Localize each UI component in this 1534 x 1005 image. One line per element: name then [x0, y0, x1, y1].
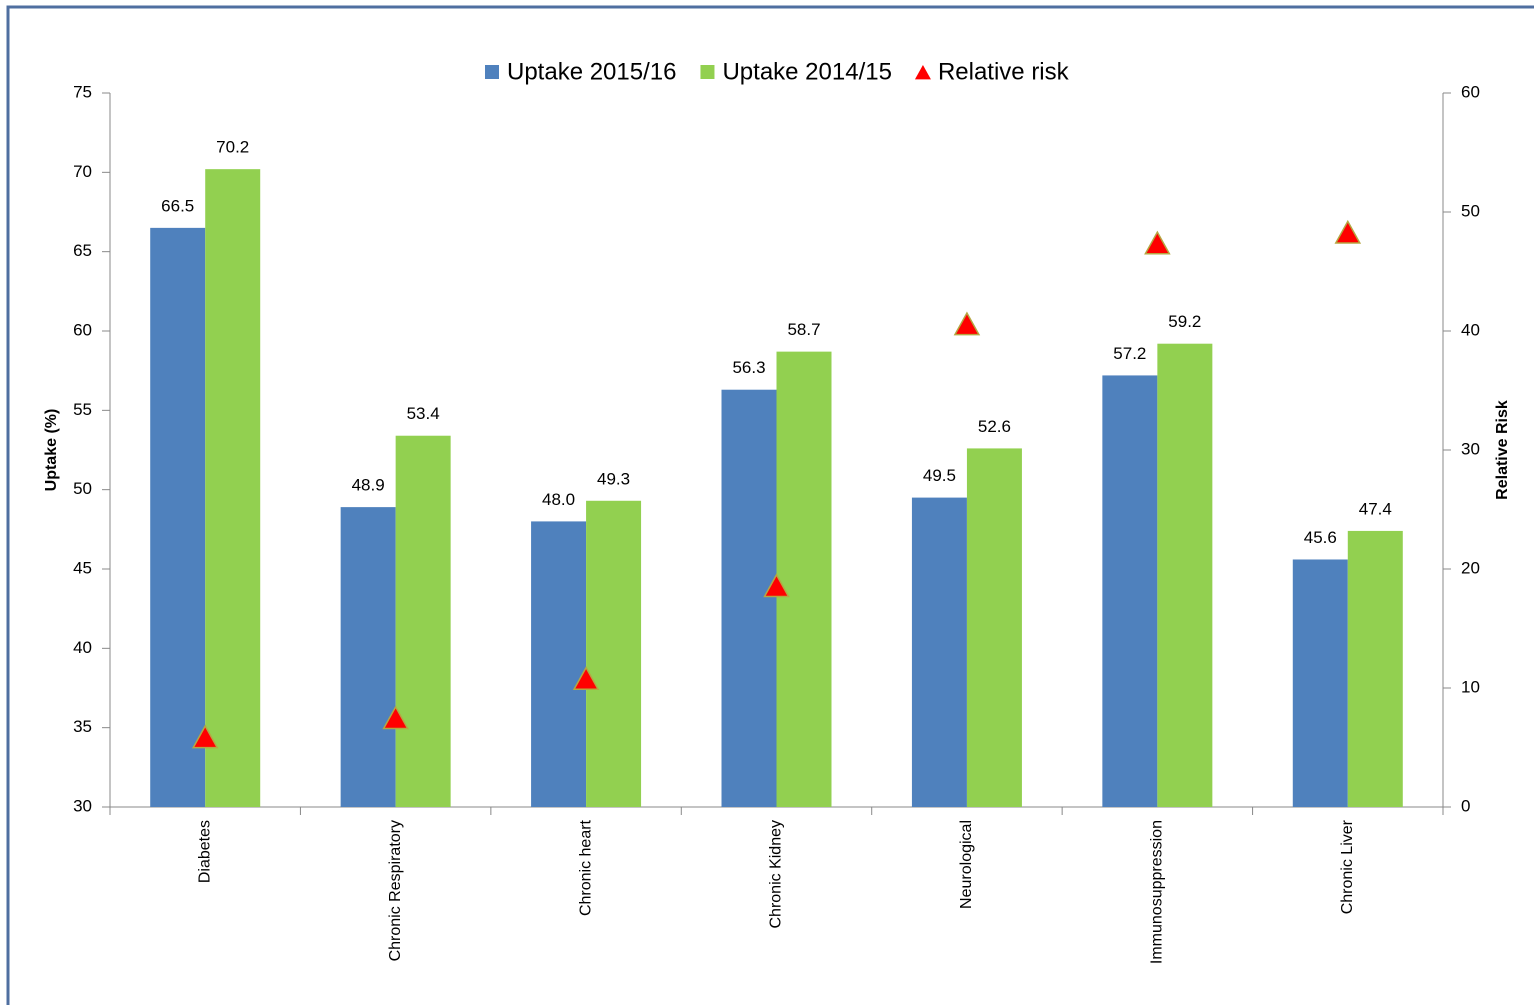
x-tick-label: Chronic Respiratory	[387, 820, 404, 961]
x-tick-label: Diabetes	[196, 820, 213, 883]
marker	[763, 573, 790, 598]
legend-swatch	[700, 65, 715, 79]
y-tick-label: 35	[73, 717, 92, 736]
y2-tick-label: 40	[1461, 320, 1480, 339]
y-tick-label: 70	[73, 162, 92, 181]
legend-swatch	[485, 65, 499, 79]
data-label: 57.2	[1113, 344, 1146, 363]
marker	[1334, 219, 1362, 244]
y-tick-label: 65	[73, 241, 92, 260]
bar	[205, 169, 261, 807]
bar	[1292, 559, 1348, 807]
y-tick-label: 50	[73, 479, 92, 498]
bar	[531, 521, 587, 807]
data-label: 49.3	[597, 469, 630, 488]
y-tick-label: 75	[73, 82, 92, 101]
data-label: 48.0	[542, 490, 575, 509]
y2-tick-label: 20	[1461, 558, 1480, 577]
x-tick-label: Immunosuppression	[1149, 820, 1166, 964]
data-label: 58.7	[787, 320, 820, 339]
y-tick-label: 40	[73, 638, 92, 657]
marker	[953, 311, 981, 336]
bar	[776, 351, 832, 807]
y2-tick-label: 30	[1461, 439, 1480, 458]
y2-tick-label: 0	[1461, 796, 1470, 815]
y2-axis-label: Relative Risk	[1494, 400, 1511, 500]
data-label: 70.2	[216, 138, 249, 157]
x-tick-label: Chronic Liver	[1339, 819, 1356, 914]
y-tick-label: 60	[73, 320, 92, 339]
y2-tick-label: 50	[1461, 201, 1480, 220]
y-tick-label: 45	[73, 558, 92, 577]
marker	[1144, 230, 1171, 255]
y2-tick-label: 10	[1461, 677, 1480, 696]
legend-label: Relative risk	[938, 58, 1070, 85]
bar	[1102, 375, 1158, 807]
bar	[340, 507, 396, 807]
data-label: 59.2	[1168, 312, 1201, 331]
marker	[191, 724, 219, 749]
legend-label: Uptake 2015/16	[507, 58, 676, 85]
legend-marker	[914, 65, 931, 80]
data-label: 53.4	[407, 404, 440, 423]
marker	[572, 666, 600, 691]
bar	[966, 448, 1022, 807]
x-tick-label: Chronic heart	[577, 819, 594, 916]
bar	[721, 389, 777, 807]
data-label: 45.6	[1304, 528, 1337, 547]
y-axis-label: Uptake (%)	[43, 409, 60, 492]
marker	[382, 705, 409, 730]
x-tick-label: Chronic Kidney	[768, 820, 785, 929]
y2-tick-label: 60	[1461, 82, 1480, 101]
data-label: 66.5	[161, 196, 194, 215]
bar	[586, 500, 642, 807]
data-label: 49.5	[923, 466, 956, 485]
data-label: 56.3	[732, 358, 765, 377]
x-tick-label: Neurological	[958, 820, 975, 909]
bar	[150, 227, 206, 807]
y-tick-label: 55	[73, 400, 92, 419]
bar	[911, 497, 967, 807]
bar	[395, 435, 451, 807]
frame	[6, 5, 1534, 1005]
data-label: 48.9	[352, 476, 385, 495]
bar	[1347, 530, 1403, 807]
y-tick-label: 30	[73, 796, 92, 815]
data-label: 47.4	[1359, 499, 1392, 518]
data-label: 52.6	[978, 417, 1011, 436]
bar	[1157, 343, 1213, 807]
legend-label: Uptake 2014/15	[722, 58, 891, 85]
